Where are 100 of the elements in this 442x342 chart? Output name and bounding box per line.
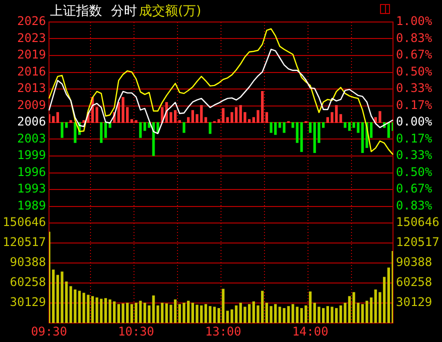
bar [213, 306, 216, 323]
bar [139, 300, 142, 323]
bar [339, 305, 342, 323]
bar [234, 107, 238, 123]
y2-tick-label: 0.17% [396, 131, 433, 146]
bar [182, 302, 186, 323]
bar [100, 122, 103, 143]
bar [60, 122, 64, 138]
bar [308, 291, 312, 323]
bar [370, 122, 373, 138]
bar [122, 97, 124, 123]
y-tick-label: 2009 [17, 98, 46, 112]
y-tick-label: 1993 [17, 182, 46, 196]
text: 成交额(万) [139, 3, 202, 20]
bar [326, 306, 330, 323]
bar [204, 117, 208, 123]
y2-tick-label: 0.83% [396, 198, 433, 212]
bar [191, 302, 194, 323]
bar [222, 288, 225, 323]
bar [204, 304, 208, 323]
bar [182, 122, 186, 133]
bar [69, 120, 72, 123]
bar [234, 305, 238, 323]
y2-tick-label: 120517 [396, 235, 440, 250]
bar [352, 122, 356, 128]
y2-tick-label: 90388 [396, 255, 432, 270]
y2-tick-label: 0.33% [396, 81, 433, 96]
bar [352, 292, 356, 323]
bar [174, 299, 177, 323]
y2-tick-label: 60258 [396, 275, 432, 290]
bar [287, 306, 290, 323]
bar [174, 110, 177, 123]
bar [160, 302, 164, 323]
bar [265, 112, 268, 123]
y-tick-label: 2019 [17, 48, 46, 62]
y2-tick-label: 0.17% [396, 98, 433, 112]
y-tick-label: 1996 [17, 164, 46, 179]
bar [244, 306, 246, 323]
bar [143, 302, 146, 323]
bar [187, 117, 190, 123]
bar [60, 272, 64, 323]
bar [348, 296, 351, 323]
bar [86, 294, 90, 323]
bar [56, 112, 60, 123]
y-tick-label: 150646 [2, 215, 46, 230]
bar [152, 295, 155, 323]
bar [300, 308, 303, 323]
y-tick-label: 2006 [17, 114, 46, 129]
y-tick-label: 60258 [10, 275, 46, 290]
bar [282, 122, 286, 133]
bar [330, 306, 334, 323]
y2-tick-label: 1.00% [396, 14, 433, 28]
y2-tick-label: 0.67% [396, 48, 433, 62]
bar [196, 304, 198, 323]
y-tick-label: 2003 [17, 131, 46, 146]
x-tick-label: 13:00 [205, 324, 242, 338]
bar [217, 119, 220, 123]
chart-title: 上证指数 [50, 3, 102, 20]
y2-tick-label: 0.33% [396, 148, 433, 162]
bar [222, 108, 225, 123]
bar [208, 122, 212, 134]
y-tick-label: 120517 [2, 235, 46, 250]
bar [108, 299, 112, 323]
bar [56, 274, 60, 323]
bar [78, 290, 81, 323]
bar [134, 120, 138, 123]
y-tick-label: 2013 [17, 81, 46, 96]
y-tick-label: 2023 [17, 30, 46, 45]
bar [387, 122, 390, 138]
y-tick-label: 30129 [10, 295, 46, 310]
bar [300, 122, 303, 152]
bar [378, 111, 382, 123]
y2-tick-label: 0.50% [396, 164, 433, 179]
bar [248, 304, 251, 323]
bar [265, 302, 268, 323]
bar [130, 119, 134, 123]
bar [91, 296, 94, 323]
bar [178, 120, 181, 123]
chart-subtitle: 分时 [111, 3, 137, 20]
bar [217, 308, 220, 323]
bar [191, 110, 194, 123]
y2-tick-label: 0.83% [396, 30, 433, 45]
y-tick-label: 1999 [17, 148, 46, 162]
y-tick-label: 2016 [17, 64, 46, 78]
y2-tick-label: 0.67% [396, 182, 433, 196]
bar [52, 116, 55, 123]
bar [122, 303, 124, 323]
y2-tick-label: 150646 [396, 215, 440, 230]
bar [361, 304, 364, 323]
bar [296, 306, 299, 323]
bar [130, 304, 134, 323]
bar [361, 122, 364, 153]
bar [308, 122, 312, 133]
y2-tick-label: 0.00% [396, 114, 433, 129]
bar [318, 306, 320, 323]
y2-tick-label: 0.50% [396, 64, 433, 78]
bar [112, 301, 116, 323]
y-tick-label: 2026 [17, 14, 46, 28]
bar [370, 297, 373, 323]
y-tick-label: 90388 [10, 255, 46, 270]
